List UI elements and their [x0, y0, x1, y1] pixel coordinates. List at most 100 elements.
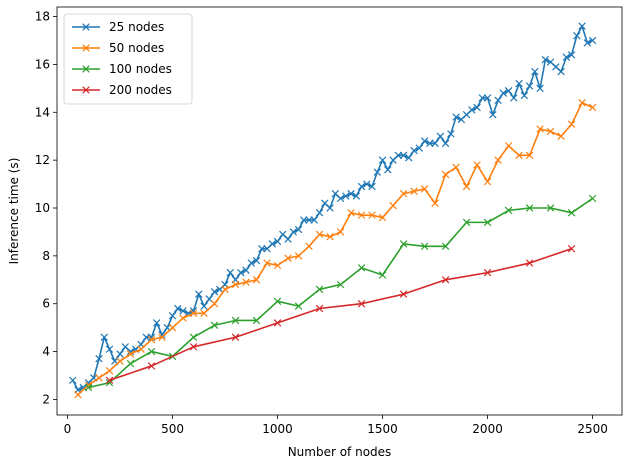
series-marker-1-13: [210, 300, 219, 308]
series-marker-1-0: [74, 390, 82, 399]
series-marker-2-9: [273, 297, 282, 306]
series-marker-0-57: [368, 182, 376, 191]
series-marker-2-10: [294, 302, 303, 310]
series-marker-2-23: [567, 209, 576, 217]
y-tick-label-8: 18: [35, 10, 50, 24]
series-line-3: [109, 247, 572, 382]
series-marker-1-26: [347, 209, 355, 217]
series-marker-0-60: [384, 165, 392, 174]
series-marker-0-83: [504, 87, 513, 95]
series-marker-1-10: [179, 314, 187, 322]
series-marker-0-76: [468, 106, 476, 114]
series-marker-1-2: [95, 374, 103, 382]
series-marker-0-95: [567, 51, 576, 59]
series-marker-0-59: [378, 156, 387, 164]
series-marker-3-0: [105, 376, 114, 385]
series-marker-2-6: [210, 321, 219, 329]
series-marker-1-14: [221, 285, 229, 294]
series-marker-1-38: [473, 161, 481, 169]
series-marker-0-79: [483, 94, 492, 102]
legend-box: [63, 13, 193, 105]
series-marker-3-11: [567, 244, 576, 253]
series-marker-0-34: [247, 259, 256, 267]
series-marker-0-54: [352, 192, 361, 200]
legend-label-1: 50 nodes: [109, 41, 164, 55]
series-marker-0-49: [326, 204, 334, 212]
series-marker-1-32: [410, 187, 418, 195]
legend-label-3: 200 nodes: [109, 83, 172, 97]
series-marker-1-17: [252, 276, 261, 284]
series-marker-2-2: [126, 359, 135, 368]
series-marker-1-3: [105, 367, 114, 375]
axes: 0 500 1000 1500 2000 2500 2 4 6 8 10 12 14 16 18: [35, 6, 623, 436]
legend-marker-2: [82, 65, 90, 73]
series-marker-0-14: [142, 333, 150, 341]
series-marker-0-36: [258, 244, 266, 253]
series-marker-0-20: [174, 304, 182, 313]
legend: 25 nodes 50 nodes 100 nodes 200 nodes: [63, 13, 193, 105]
series-marker-2-13: [357, 264, 366, 272]
series-marker-0-58: [373, 168, 382, 176]
series-marker-1-9: [168, 323, 177, 332]
y-tick-label-5: 12: [35, 153, 50, 167]
legend-marker-0: [82, 23, 90, 31]
y-tick-label-7: 16: [35, 57, 50, 71]
series-marker-0-51: [336, 194, 345, 203]
legend-marker-1: [82, 44, 90, 52]
series-marker-3-4: [273, 319, 282, 327]
series-marker-0-78: [478, 94, 487, 102]
series-marker-0-98: [583, 39, 592, 47]
series-marker-2-15: [399, 240, 408, 248]
series-marker-0-24: [195, 290, 203, 298]
series-marker-1-49: [588, 103, 597, 112]
series-marker-0-82: [499, 89, 508, 97]
series-marker-1-12: [200, 309, 208, 318]
series-marker-1-27: [357, 211, 366, 219]
series-marker-2-14: [378, 271, 387, 279]
series-marker-1-21: [294, 252, 303, 260]
series-marker-1-33: [420, 185, 429, 193]
y-tick-label-1: 4: [42, 345, 50, 359]
series-marker-1-11: [189, 309, 198, 318]
series-marker-0-38: [268, 240, 277, 248]
x-tick-label-3: 1500: [367, 422, 398, 436]
series-marker-0-27: [210, 288, 219, 296]
series-marker-0-9: [116, 350, 124, 358]
series-marker-0-33: [242, 266, 250, 274]
series-marker-0-39: [273, 237, 282, 246]
series-marker-2-20: [504, 206, 513, 215]
series-marker-0-19: [168, 311, 177, 320]
series-marker-1-16: [242, 278, 250, 286]
series-marker-3-5: [315, 304, 324, 313]
series-marker-1-30: [389, 201, 397, 210]
series-marker-1-20: [284, 254, 292, 262]
series-marker-0-77: [473, 103, 481, 112]
series-marker-2-0: [84, 383, 93, 392]
y-tick-label-3: 8: [42, 249, 50, 263]
series-marker-1-45: [546, 127, 555, 136]
series-marker-0-44: [300, 216, 308, 224]
series-marker-1-24: [326, 232, 334, 241]
series-marker-1-46: [557, 132, 565, 140]
y-tick-label-4: 10: [35, 201, 50, 215]
series-marker-0-89: [536, 84, 544, 93]
series-marker-1-40: [494, 156, 502, 164]
y-axis-label: Inference time (s): [7, 158, 21, 265]
series-marker-0-64: [405, 154, 413, 162]
series-marker-0-66: [415, 144, 424, 152]
x-tick-label-5: 2500: [577, 422, 608, 436]
series-marker-0-68: [426, 139, 434, 148]
x-axis-label: Number of nodes: [288, 445, 392, 459]
series-marker-0-42: [289, 228, 298, 236]
series-marker-0-69: [431, 139, 439, 148]
series-marker-3-8: [441, 276, 450, 284]
series-marker-0-94: [562, 53, 571, 61]
x-tick-label-2: 1000: [262, 422, 293, 436]
series-marker-2-17: [441, 242, 450, 251]
series-marker-1-47: [567, 120, 576, 128]
series-marker-3-9: [483, 268, 492, 277]
series-marker-3-3: [231, 333, 240, 341]
series-marker-0-81: [494, 96, 502, 105]
series-marker-2-3: [147, 347, 156, 356]
series-marker-0-62: [394, 151, 403, 160]
